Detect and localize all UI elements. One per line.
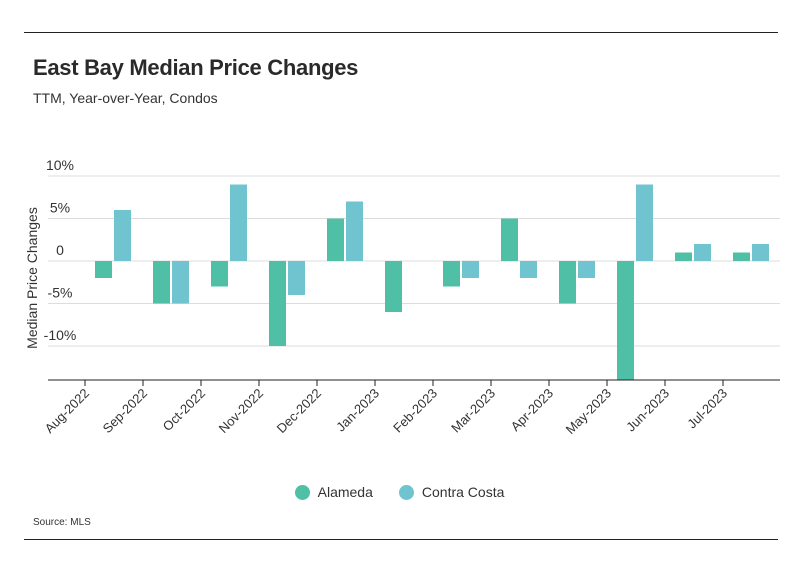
bar-alameda-mar-2023 <box>501 218 518 261</box>
bar-alameda-dec-2022 <box>327 218 344 261</box>
legend-item-contra-costa[interactable]: Contra Costa <box>398 484 505 500</box>
x-tick-label: Dec-2022 <box>274 386 324 436</box>
bar-contra-costa-jul-2023 <box>752 244 769 261</box>
bar-alameda-jul-2023 <box>733 252 750 261</box>
bar-alameda-feb-2023 <box>443 261 460 287</box>
legend-item-alameda[interactable]: Alameda <box>294 484 373 500</box>
bar-alameda-may-2023 <box>617 261 634 380</box>
bar-contra-costa-may-2023 <box>636 184 653 261</box>
bar-alameda-nov-2022 <box>269 261 286 346</box>
legend-swatch-contra-costa <box>398 484 414 500</box>
bar-alameda-oct-2022 <box>211 261 228 287</box>
bar-contra-costa-mar-2023 <box>520 261 537 278</box>
y-tick-label: 5% <box>50 200 70 216</box>
x-tick-label: Jul-2023 <box>684 386 730 432</box>
legend-label-alameda: Alameda <box>317 484 373 500</box>
bar-contra-costa-nov-2022 <box>288 261 305 295</box>
bar-alameda-jan-2023 <box>385 261 402 312</box>
bar-chart: 10% 5% 0 -5% -10%Median Price Changes Aug-202… <box>24 157 780 437</box>
bar-contra-costa-feb-2023 <box>462 261 479 278</box>
bar-contra-costa-oct-2022 <box>230 184 247 261</box>
legend-swatch-alameda <box>294 484 310 500</box>
bar-alameda-sep-2022 <box>153 261 170 304</box>
top-rule <box>24 32 778 33</box>
bottom-rule <box>24 539 778 540</box>
bar-contra-costa-dec-2022 <box>346 201 363 261</box>
x-tick-label: Nov-2022 <box>216 386 266 436</box>
x-tick-label: Apr-2023 <box>508 386 556 434</box>
bar-contra-costa-aug-2022 <box>114 210 131 261</box>
bar-alameda-aug-2022 <box>95 261 112 278</box>
x-tick-label: Feb-2023 <box>390 386 440 436</box>
source-note: Source: MLS <box>33 517 91 528</box>
legend: Alameda Contra Costa <box>0 484 799 500</box>
bar-contra-costa-apr-2023 <box>578 261 595 278</box>
y-tick-label: -10% <box>44 327 77 343</box>
legend-label-contra-costa: Contra Costa <box>421 484 505 500</box>
chart-title: East Bay Median Price Changes <box>33 55 359 80</box>
x-tick-label: Jun-2023 <box>623 386 672 435</box>
x-tick-label: May-2023 <box>563 386 614 437</box>
chart-subtitle: TTM, Year-over-Year, Condos <box>33 90 218 106</box>
bar-contra-costa-sep-2022 <box>172 261 189 304</box>
x-tick-label: Jan-2023 <box>333 386 382 435</box>
x-tick-label: Oct-2022 <box>160 386 208 434</box>
y-tick-label: 0 <box>56 242 64 258</box>
y-axis-title: Median Price Changes <box>24 207 40 349</box>
y-tick-label: 10% <box>46 157 74 173</box>
x-tick-label: Aug-2022 <box>42 386 92 436</box>
x-tick-label: Sep-2022 <box>100 386 150 436</box>
bar-contra-costa-jun-2023 <box>694 244 711 261</box>
y-tick-label: -5% <box>48 285 73 301</box>
x-tick-label: Mar-2023 <box>448 386 498 436</box>
bar-alameda-jun-2023 <box>675 252 692 261</box>
bar-alameda-apr-2023 <box>559 261 576 304</box>
